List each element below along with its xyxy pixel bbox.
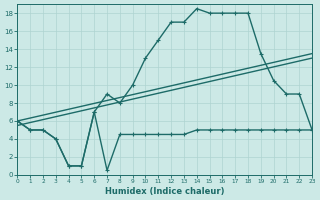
- X-axis label: Humidex (Indice chaleur): Humidex (Indice chaleur): [105, 187, 224, 196]
